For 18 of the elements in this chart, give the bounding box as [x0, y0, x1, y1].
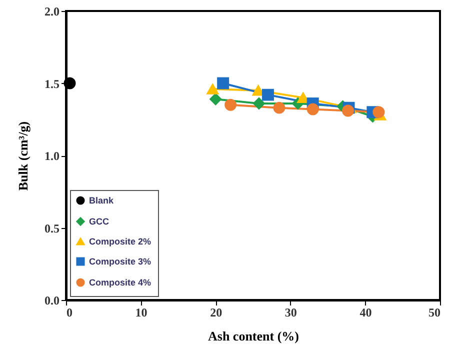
x-tick-label: 10: [135, 306, 148, 320]
y-tick-label: 0.0: [44, 294, 60, 308]
legend-label: Composite 3%: [89, 256, 152, 266]
x-tick-label: 40: [360, 306, 372, 320]
x-tick-label: 20: [210, 306, 222, 320]
y-tick-label: 1.5: [44, 76, 60, 91]
legend-label: Composite 4%: [89, 278, 152, 288]
y-axis-title: Bulk (cm³/g): [16, 121, 30, 191]
legend-label: GCC: [89, 216, 110, 226]
y-tick-label: 2.0: [44, 4, 60, 18]
legend-label: Composite 2%: [89, 236, 152, 246]
legend-label: Blank: [89, 196, 115, 206]
x-tick-label: 0: [66, 306, 72, 320]
y-tick-label: 1.0: [44, 149, 60, 163]
x-axis-title: Ash content (%): [208, 328, 299, 344]
y-tick-label: 0.5: [44, 221, 60, 236]
x-tick-label: 50: [428, 306, 440, 320]
x-tick-label: 30: [284, 306, 297, 320]
